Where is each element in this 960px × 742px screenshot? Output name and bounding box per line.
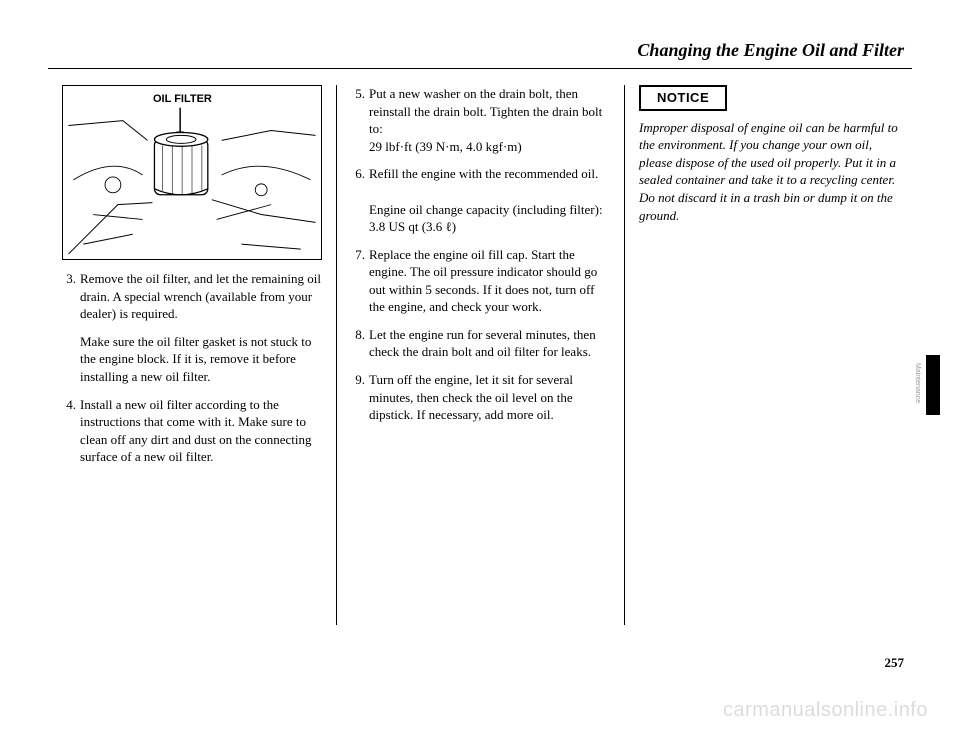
oil-filter-drawing bbox=[63, 86, 321, 259]
step-number: 7. bbox=[351, 246, 365, 316]
step6-line3: 3.8 US qt (3.6 ℓ) bbox=[369, 219, 456, 234]
step6-line1: Refill the engine with the recommended o… bbox=[369, 166, 598, 181]
column-2: 5. Put a new washer on the drain bolt, t… bbox=[336, 85, 624, 625]
steps-col1: 3. Remove the oil filter, and let the re… bbox=[62, 270, 322, 323]
step-3: 3. Remove the oil filter, and let the re… bbox=[62, 270, 322, 323]
side-label: Maintenance bbox=[912, 363, 922, 403]
page-title: Changing the Engine Oil and Filter bbox=[48, 38, 912, 62]
notice-label-box: NOTICE bbox=[639, 85, 727, 111]
step-number: 9. bbox=[351, 371, 365, 424]
notice-text: Improper disposal of engine oil can be h… bbox=[639, 119, 898, 224]
step-text: Remove the oil filter, and let the remai… bbox=[80, 270, 322, 323]
step-text: Let the engine run for several minutes, … bbox=[369, 326, 610, 361]
step6-line2: Engine oil change capacity (including fi… bbox=[369, 202, 603, 217]
steps-col1b: 4. Install a new oil filter according to… bbox=[62, 396, 322, 466]
step-text: Put a new washer on the drain bolt, then… bbox=[369, 85, 610, 155]
columns: OIL FILTER bbox=[48, 85, 912, 625]
step-number: 4. bbox=[62, 396, 76, 466]
step-text: Turn off the engine, let it sit for seve… bbox=[369, 371, 610, 424]
step-number: 5. bbox=[351, 85, 365, 155]
watermark: carmanualsonline.info bbox=[723, 697, 928, 724]
step-4: 4. Install a new oil filter according to… bbox=[62, 396, 322, 466]
column-1: OIL FILTER bbox=[48, 85, 336, 625]
step5-line2: 29 lbf·ft (39 N·m, 4.0 kgf·m) bbox=[369, 139, 522, 154]
column-3: NOTICE Improper disposal of engine oil c… bbox=[624, 85, 912, 625]
step-3-sub: Make sure the oil filter gasket is not s… bbox=[80, 333, 322, 386]
step-7: 7. Replace the engine oil fill cap. Star… bbox=[351, 246, 610, 316]
step-number: 8. bbox=[351, 326, 365, 361]
step5-line1: Put a new washer on the drain bolt, then… bbox=[369, 86, 602, 136]
page-frame: Changing the Engine Oil and Filter OIL F… bbox=[48, 38, 912, 678]
side-tab bbox=[926, 355, 940, 415]
title-rule bbox=[48, 68, 912, 69]
step-text: Replace the engine oil fill cap. Start t… bbox=[369, 246, 610, 316]
step-number: 6. bbox=[351, 165, 365, 235]
step-6: 6. Refill the engine with the recommende… bbox=[351, 165, 610, 235]
step-text: Install a new oil filter according to th… bbox=[80, 396, 322, 466]
step-5: 5. Put a new washer on the drain bolt, t… bbox=[351, 85, 610, 155]
steps-col2: 5. Put a new washer on the drain bolt, t… bbox=[351, 85, 610, 423]
step-9: 9. Turn off the engine, let it sit for s… bbox=[351, 371, 610, 424]
step-8: 8. Let the engine run for several minute… bbox=[351, 326, 610, 361]
step-text: Refill the engine with the recommended o… bbox=[369, 165, 610, 235]
oil-filter-illustration: OIL FILTER bbox=[62, 85, 322, 260]
step-number: 3. bbox=[62, 270, 76, 323]
page-number: 257 bbox=[885, 654, 905, 672]
